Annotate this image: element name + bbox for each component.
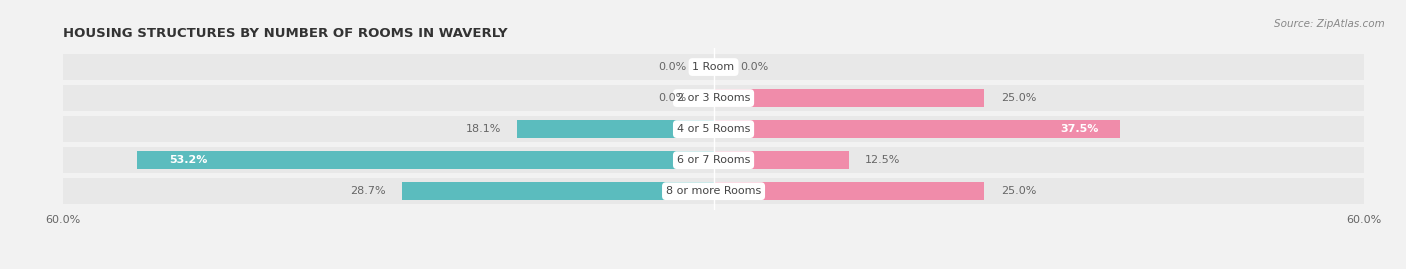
Bar [402,182,713,200]
Text: Source: ZipAtlas.com: Source: ZipAtlas.com [1274,19,1385,29]
Bar [63,178,1364,204]
Text: HOUSING STRUCTURES BY NUMBER OF ROOMS IN WAVERLY: HOUSING STRUCTURES BY NUMBER OF ROOMS IN… [63,27,508,40]
Bar [63,147,1364,173]
Bar [517,120,713,138]
Bar [713,151,849,169]
Text: 25.0%: 25.0% [1001,186,1036,196]
Text: 1 Room: 1 Room [693,62,734,72]
Bar [63,54,1364,80]
Bar [713,120,1121,138]
Text: 8 or more Rooms: 8 or more Rooms [666,186,761,196]
Text: 25.0%: 25.0% [1001,93,1036,103]
Bar [713,182,984,200]
Bar [63,116,1364,142]
Text: 4 or 5 Rooms: 4 or 5 Rooms [676,124,751,134]
Text: 28.7%: 28.7% [350,186,387,196]
Text: 37.5%: 37.5% [1060,124,1098,134]
Text: 0.0%: 0.0% [658,62,686,72]
Bar [63,85,1364,111]
Bar [136,151,713,169]
Text: 18.1%: 18.1% [465,124,501,134]
Text: 6 or 7 Rooms: 6 or 7 Rooms [676,155,751,165]
Text: 0.0%: 0.0% [658,93,686,103]
Text: 2 or 3 Rooms: 2 or 3 Rooms [676,93,751,103]
Text: 12.5%: 12.5% [865,155,901,165]
Bar [713,89,984,107]
Legend: Owner-occupied, Renter-occupied: Owner-occupied, Renter-occupied [582,266,845,269]
Text: 53.2%: 53.2% [170,155,208,165]
Text: 0.0%: 0.0% [741,62,769,72]
